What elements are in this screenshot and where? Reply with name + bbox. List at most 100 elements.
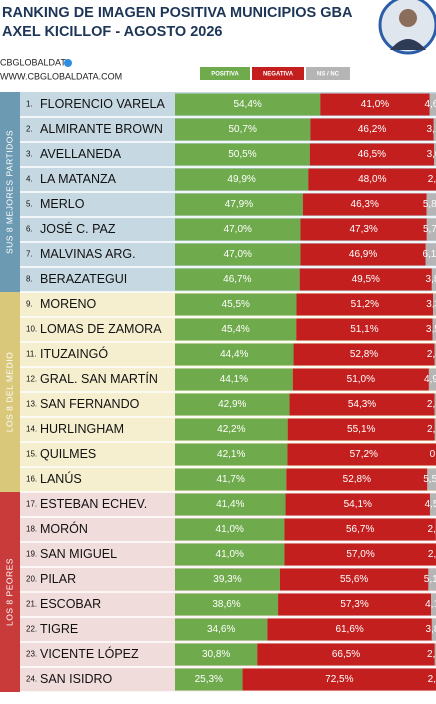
value-label: 52,8%	[343, 474, 371, 485]
category-label: MERLO	[40, 197, 85, 211]
bar-segment	[175, 618, 268, 641]
rank: 4.	[26, 175, 33, 184]
category-label: LANÚS	[40, 471, 82, 486]
value-label: 46,9%	[349, 249, 377, 260]
category-label: AVELLANEDA	[40, 147, 122, 161]
category-label: ESCOBAR	[40, 597, 101, 611]
bar-segment	[287, 443, 436, 466]
bar-segment	[296, 293, 434, 316]
bar-segment	[175, 93, 321, 116]
value-label: 54,1%	[344, 499, 372, 510]
bar-segment	[433, 143, 436, 166]
rank: 13.	[26, 400, 37, 409]
bar-segment	[428, 568, 436, 591]
bar-segment	[320, 93, 430, 116]
bar-segment	[175, 368, 293, 391]
bar-segment	[310, 118, 434, 141]
rank: 11.	[26, 350, 37, 359]
value-label: 47,0%	[224, 224, 252, 235]
bar-segment	[175, 443, 288, 466]
value-label: 66,5%	[332, 649, 360, 660]
value-label: 47,0%	[224, 249, 252, 260]
bar-segment	[428, 368, 436, 391]
value-label: 25,3%	[195, 674, 223, 685]
value-label: 41,0%	[361, 99, 389, 110]
bar-segment	[175, 168, 309, 191]
value-label: 41,0%	[216, 524, 244, 535]
value-label: 4,6%	[424, 99, 436, 110]
value-label: 49,5%	[352, 274, 380, 285]
value-label: 56,7%	[346, 524, 374, 535]
value-label: 51,1%	[350, 324, 378, 335]
rank: 21.	[26, 600, 37, 609]
value-label: 42,2%	[217, 424, 245, 435]
value-label: 45,5%	[222, 299, 250, 310]
category-label: FLORENCIO VARELA	[40, 97, 165, 111]
value-label: 4,9%	[424, 374, 436, 385]
legend-label: NS / NC	[317, 72, 340, 78]
bar-segment	[257, 643, 435, 666]
bar-segment	[309, 143, 434, 166]
category-label: GRAL. SAN MARTÍN	[40, 371, 158, 386]
category-label: SAN ISIDRO	[40, 672, 113, 686]
value-label: 41,7%	[216, 474, 244, 485]
value-label: 46,7%	[223, 274, 251, 285]
bar-segment	[432, 318, 436, 341]
category-label: MALVINAS ARG.	[40, 247, 136, 261]
rank: 9.	[26, 300, 33, 309]
value-label: 55,6%	[340, 574, 368, 585]
value-label: 2,1%	[428, 174, 436, 185]
rank: 19.	[26, 550, 37, 559]
rank: 18.	[26, 525, 37, 534]
value-label: 2,7%	[427, 424, 436, 435]
value-label: 47,3%	[349, 224, 377, 235]
category-label: LA MATANZA	[40, 172, 117, 186]
rank: 20.	[26, 575, 37, 584]
category-label: ESTEBAN ECHEV.	[40, 497, 147, 511]
bar-segment	[175, 343, 294, 366]
rank: 3.	[26, 150, 33, 159]
bar-segment	[267, 618, 432, 641]
group-strip	[0, 92, 20, 292]
bar-segment	[175, 543, 285, 566]
value-label: 5,8%	[423, 199, 436, 210]
bar-segment	[429, 493, 436, 516]
bar-segment	[292, 368, 429, 391]
bar-segment	[427, 468, 436, 491]
bar-segment	[175, 568, 280, 591]
rank: 2.	[26, 125, 33, 134]
bar-segment	[285, 493, 430, 516]
value-label: 3,3%	[426, 299, 436, 310]
value-label: 57,3%	[340, 599, 368, 610]
value-label: 54,4%	[233, 99, 261, 110]
value-label: 44,1%	[220, 374, 248, 385]
value-label: 61,6%	[335, 624, 363, 635]
value-label: 46,5%	[358, 149, 386, 160]
bar-segment	[284, 543, 436, 566]
bar-segment	[302, 193, 427, 216]
group-label: SUS 8 MEJORES PARTIDOS	[4, 130, 14, 254]
value-label: 3,5%	[426, 324, 436, 335]
value-label: 34,6%	[207, 624, 235, 635]
category-label: MORÓN	[40, 521, 88, 536]
bar-segment	[431, 268, 436, 291]
bar-segment	[426, 218, 436, 241]
value-label: 48,0%	[358, 174, 386, 185]
bar-segment	[429, 93, 436, 116]
bar-segment	[175, 643, 258, 666]
rank: 17.	[26, 500, 37, 509]
value-label: 51,0%	[347, 374, 375, 385]
value-label: 51,2%	[351, 299, 379, 310]
legend-swatch	[252, 67, 304, 80]
category-label: QUILMES	[40, 447, 96, 461]
value-label: 52,8%	[350, 349, 378, 360]
bar-segment	[434, 343, 436, 366]
value-label: 5,5%	[423, 474, 436, 485]
rank: 8.	[26, 275, 33, 284]
legend-swatch	[306, 67, 350, 80]
bar-segment	[299, 268, 432, 291]
category-label: VICENTE LÓPEZ	[40, 646, 139, 661]
bar-segment	[175, 593, 279, 616]
rank: 24.	[26, 675, 37, 684]
